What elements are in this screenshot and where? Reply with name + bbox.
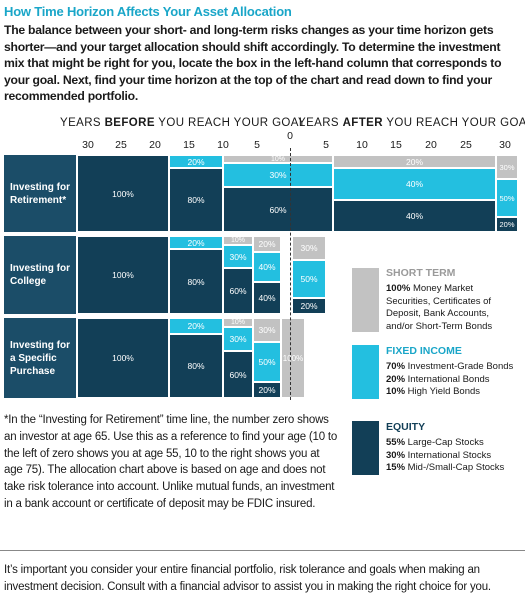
tick-after-25: 25 <box>460 139 472 151</box>
tick-after-5: 5 <box>323 139 329 151</box>
college-seg-e-equity: 20% <box>292 298 326 314</box>
tick-before-10: 10 <box>217 139 229 151</box>
tick-before-5: 5 <box>254 139 260 151</box>
legend-line-short-term-4: and/or Short-Term Bonds <box>386 320 493 332</box>
college-seg-c-equity: 60% <box>223 268 253 314</box>
legend-swatch-fixed-income <box>352 345 379 399</box>
retirement-seg-d-short: 20% <box>333 155 496 168</box>
college-seg-b-equity: 80% <box>169 249 223 314</box>
college-seg-e-fixed: 50% <box>292 260 326 298</box>
retirement-seg-e-short: 30% <box>496 155 518 179</box>
legend-line-short-term-1: 100% Money Market <box>386 283 474 294</box>
purchase-seg-d-fixed: 50% <box>253 342 281 382</box>
tick-before-15: 15 <box>183 139 195 151</box>
purchase-seg-e-short: 100% <box>281 318 305 398</box>
tick-after-10: 10 <box>356 139 368 151</box>
axis-label-before: YEARS BEFORE YOU REACH YOUR GOAL <box>60 117 306 129</box>
row-label-college: Investing for College <box>4 236 76 314</box>
purchase-seg-a-equity: 100% <box>77 318 169 398</box>
college-seg-a-equity: 100% <box>77 236 169 314</box>
tick-after-30: 30 <box>499 139 511 151</box>
legend-title-fixed-income: FIXED INCOME <box>386 345 462 357</box>
retirement-seg-d-fixed: 40% <box>333 168 496 200</box>
legend-swatch-short-term <box>352 268 379 332</box>
legend-swatch-equity <box>352 421 379 475</box>
legend-title-equity: EQUITY <box>386 421 426 433</box>
tick-after-20: 20 <box>425 139 437 151</box>
purchase-seg-b-equity: 80% <box>169 334 223 398</box>
legend-line-equity-3: 15% Mid-/Small-Cap Stocks <box>386 462 505 473</box>
retirement-seg-b-fixed: 20% <box>169 155 223 168</box>
retirement-seg-b-equity: 80% <box>169 168 223 232</box>
college-seg-e-short: 30% <box>292 236 326 260</box>
tick-before-30: 30 <box>82 139 94 151</box>
purchase-seg-d-equity: 20% <box>253 382 281 398</box>
retirement-footnote: *In the “Investing for Retirement” time … <box>4 414 338 510</box>
legend-line-equity-1: 55% Large-Cap Stocks <box>386 437 484 448</box>
tick-after-15: 15 <box>390 139 402 151</box>
legend-line-short-term-3: Deposit, Bank Accounts, <box>386 308 489 319</box>
college-seg-d-equity: 40% <box>253 282 281 314</box>
legend-line-fixed-income-2: 20% International Bonds <box>386 373 490 385</box>
college-seg-d-short: 20% <box>253 236 281 252</box>
legend-line-equity-2: 30% International Stocks <box>386 449 492 461</box>
college-seg-b-fixed: 20% <box>169 236 223 249</box>
footer-disclaimer: It’s important you consider your entire … <box>4 564 491 593</box>
retirement-seg-e-fixed: 50% <box>496 179 518 217</box>
tick-before-25: 25 <box>115 139 127 151</box>
zero-reference-line <box>290 148 291 400</box>
retirement-seg-c-equity: 60% <box>223 187 333 232</box>
retirement-seg-c-fixed: 30% <box>223 163 333 187</box>
college-seg-d-fixed: 40% <box>253 252 281 282</box>
tick-before-20: 20 <box>149 139 161 151</box>
legend-line-fixed-income-3: 10% High Yield Bonds <box>386 386 481 397</box>
college-seg-c-short: 10% <box>223 236 253 245</box>
purchase-seg-c-short: 10% <box>223 318 253 327</box>
purchase-seg-c-fixed: 30% <box>223 327 253 351</box>
intro-text: The balance between your short- and long… <box>4 23 502 103</box>
college-seg-c-fixed: 30% <box>223 245 253 268</box>
row-label-purchase: Investing for a Specific Purchase <box>4 318 76 398</box>
legend-title-short-term: SHORT TERM <box>386 267 456 279</box>
tick-zero: 0 <box>287 130 293 142</box>
legend-line-short-term-2: Securities, Certificates of <box>386 295 492 307</box>
page-title: How Time Horizon Affects Your Asset Allo… <box>4 4 292 19</box>
row-label-retirement: Investing for Retirement* <box>4 155 76 232</box>
retirement-seg-a-equity: 100% <box>77 155 169 232</box>
divider <box>0 550 525 551</box>
retirement-seg-d-equity: 40% <box>333 200 496 232</box>
axis-label-after: YEARS AFTER YOU REACH YOUR GOAL <box>298 117 525 129</box>
purchase-seg-c-equity: 60% <box>223 351 253 398</box>
purchase-seg-d-short: 30% <box>253 318 281 342</box>
legend-line-fixed-income-1: 70% Investment-Grade Bonds <box>386 361 514 372</box>
retirement-seg-e-equity: 20% <box>496 217 518 232</box>
retirement-seg-c-short: 10% <box>223 155 333 163</box>
purchase-seg-b-fixed: 20% <box>169 318 223 334</box>
